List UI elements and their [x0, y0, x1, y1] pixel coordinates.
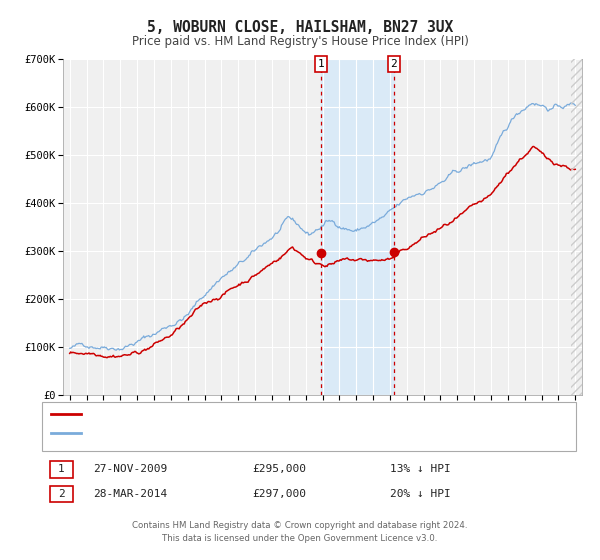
Text: Price paid vs. HM Land Registry's House Price Index (HPI): Price paid vs. HM Land Registry's House … — [131, 35, 469, 48]
Text: 2: 2 — [58, 489, 65, 499]
Text: Contains HM Land Registry data © Crown copyright and database right 2024.: Contains HM Land Registry data © Crown c… — [132, 521, 468, 530]
Text: 2: 2 — [391, 59, 397, 69]
Text: £297,000: £297,000 — [252, 489, 306, 499]
Text: HPI: Average price, detached house, Wealden: HPI: Average price, detached house, Weal… — [87, 428, 356, 438]
Text: £295,000: £295,000 — [252, 464, 306, 474]
Bar — [571, 59, 582, 395]
Text: 13% ↓ HPI: 13% ↓ HPI — [390, 464, 451, 474]
Text: 27-NOV-2009: 27-NOV-2009 — [93, 464, 167, 474]
Bar — [572, 59, 582, 395]
Text: 1: 1 — [317, 59, 325, 69]
Text: 28-MAR-2014: 28-MAR-2014 — [93, 489, 167, 499]
Text: 5, WOBURN CLOSE, HAILSHAM, BN27 3UX (detached house): 5, WOBURN CLOSE, HAILSHAM, BN27 3UX (det… — [87, 409, 412, 419]
Text: 1: 1 — [58, 464, 65, 474]
Bar — [321, 59, 394, 395]
Text: 20% ↓ HPI: 20% ↓ HPI — [390, 489, 451, 499]
Text: 5, WOBURN CLOSE, HAILSHAM, BN27 3UX: 5, WOBURN CLOSE, HAILSHAM, BN27 3UX — [147, 20, 453, 35]
Text: This data is licensed under the Open Government Licence v3.0.: This data is licensed under the Open Gov… — [163, 534, 437, 543]
